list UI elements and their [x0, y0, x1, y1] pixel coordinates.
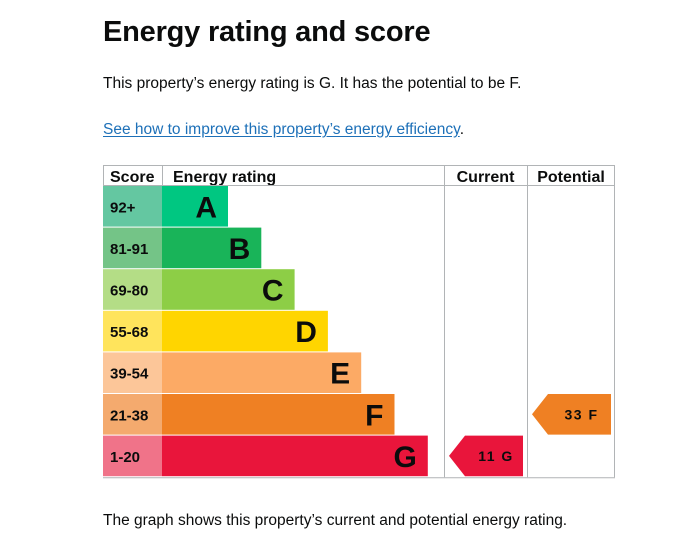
band-e-bar: [162, 352, 362, 393]
page-title: Energy rating and score: [103, 16, 431, 48]
band-f-score-range: 21-38: [110, 407, 148, 424]
improve-efficiency-link[interactable]: See how to improve this property’s energ…: [103, 121, 460, 138]
band-a-score-range: 92+: [110, 199, 136, 216]
header-current: Current: [457, 169, 515, 186]
band-g-bar: [162, 435, 428, 477]
potential-rating-arrow: [532, 394, 611, 435]
band-a-score-cell: [103, 186, 162, 227]
band-g-score-cell: [103, 435, 162, 477]
band-e-score-range: 39-54: [110, 366, 149, 383]
header-energy-rating: Energy rating: [173, 169, 276, 186]
rating-summary: This property’s energy rating is G. It h…: [103, 75, 522, 92]
header-potential: Potential: [537, 169, 605, 186]
improve-full-stop: .: [459, 121, 464, 138]
graph-description: The graph shows this property’s current …: [103, 512, 568, 529]
current-rating-arrow: [449, 435, 523, 477]
band-c-bar: [162, 269, 295, 310]
band-a-bar: [162, 186, 228, 227]
band-f-score-cell: [103, 394, 162, 435]
band-d-score-cell: [103, 310, 162, 352]
band-d-score-range: 55-68: [110, 324, 148, 341]
band-g-letter: G: [393, 441, 416, 474]
band-c-score-range: 69-80: [110, 283, 148, 300]
potential-rating-label: 33 F: [564, 406, 598, 422]
band-d-bar: [162, 310, 328, 352]
band-f-letter: F: [365, 399, 383, 432]
header-score: Score: [110, 169, 155, 186]
band-g-score-range: 1-20: [110, 449, 140, 466]
band-b-score-range: 81-91: [110, 241, 148, 258]
band-b-score-cell: [103, 227, 162, 269]
band-b-letter: B: [229, 233, 251, 266]
band-d-letter: D: [295, 316, 317, 349]
band-a-letter: A: [195, 191, 217, 224]
improve-paragraph: See how to improve this property’s energ…: [103, 120, 464, 140]
band-c-letter: C: [262, 275, 284, 308]
band-e-score-cell: [103, 352, 162, 393]
band-f-bar: [162, 394, 395, 435]
band-b-bar: [162, 227, 262, 269]
band-e-letter: E: [330, 358, 350, 391]
band-c-score-cell: [103, 269, 162, 310]
current-rating-label: 11 G: [478, 448, 514, 464]
